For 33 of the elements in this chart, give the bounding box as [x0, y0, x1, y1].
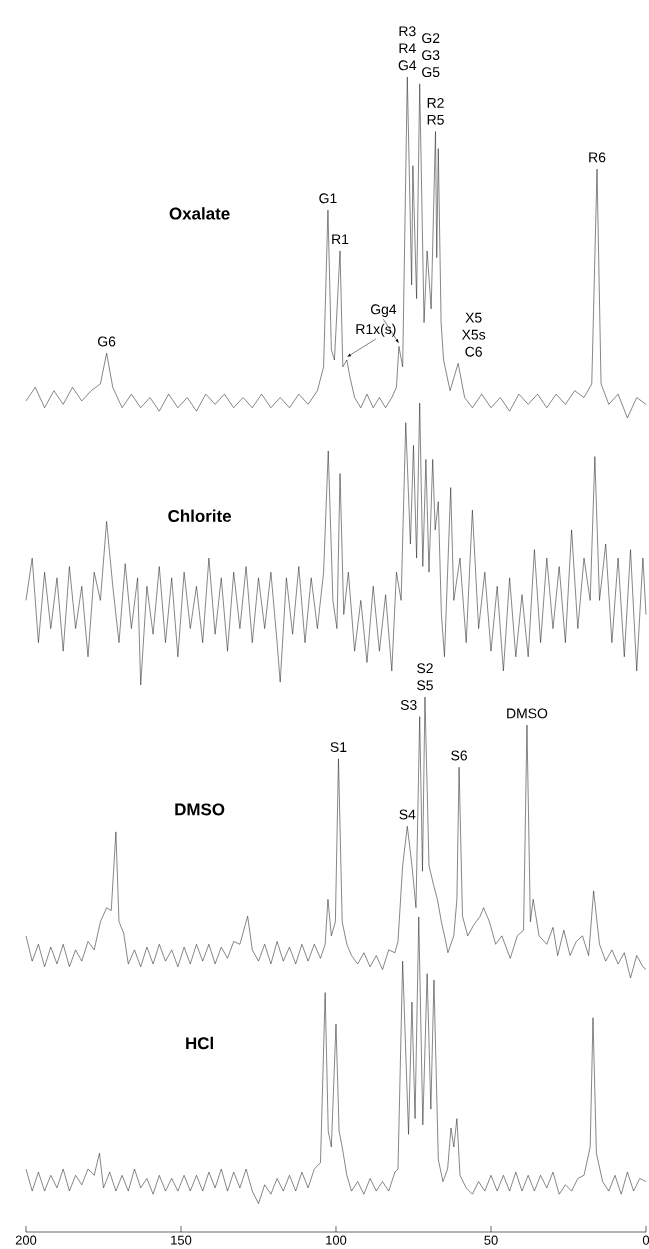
annotation: R6 [589, 152, 606, 163]
annotation: S3 [400, 700, 417, 710]
annotation: G1 [319, 193, 337, 204]
text: Chlorite [168, 509, 232, 523]
annotation: G3 [422, 50, 440, 61]
annotation: C6 [465, 346, 482, 357]
annotation: G5 [422, 67, 440, 78]
x-tick-label: 150 [171, 1235, 192, 1245]
text: Oxalate [169, 207, 230, 220]
text: HCl [186, 1036, 213, 1050]
annotation: R1x(s) [356, 323, 396, 337]
annotation: S5 [417, 680, 433, 691]
annotation: Gg4 [370, 304, 397, 317]
annotation: R4 [399, 43, 416, 54]
x-tick-label: 50 [484, 1235, 498, 1245]
annotation: G6 [97, 336, 116, 347]
text: DMSO [175, 803, 225, 816]
annotation: R5 [427, 114, 444, 125]
annotation: S2 [417, 663, 433, 674]
annotation: R1 [332, 234, 349, 244]
x-tick-label: 200 [15, 1235, 37, 1245]
x-tick-label: 100 [326, 1235, 347, 1245]
annotation: X5 [465, 312, 482, 323]
annotation: G2 [422, 33, 440, 44]
annotation: S4 [399, 809, 416, 820]
annotation: R2 [427, 97, 444, 108]
annotation: G4 [398, 60, 417, 71]
annotation: R3 [399, 26, 416, 37]
x-tick-label: 0 [642, 1235, 649, 1245]
annotation: S6 [451, 750, 467, 761]
annotation: DMSO [507, 708, 548, 719]
annotation: S1 [330, 742, 347, 753]
annotation: X5s [461, 329, 486, 340]
